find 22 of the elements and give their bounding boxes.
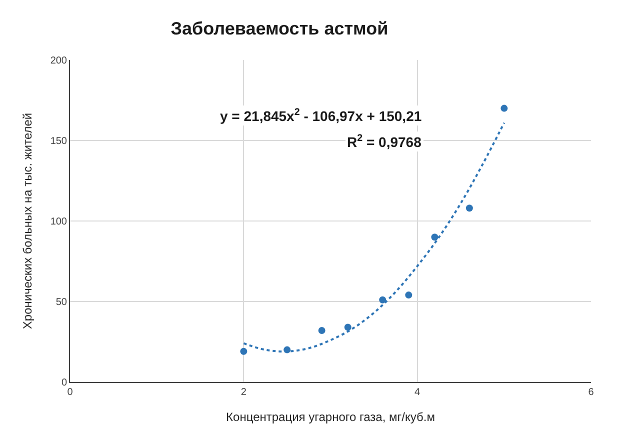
y-tick-label: 200: [50, 56, 68, 66]
annotation: R$^{2}$ = 0,9768: [347, 133, 422, 150]
point: [240, 348, 248, 355]
point: [431, 234, 438, 241]
point: [344, 324, 352, 331]
y-axis-title: Хронических больных на тыс. жителей: [20, 112, 35, 330]
point: [379, 296, 386, 304]
point: [500, 104, 508, 112]
point: [405, 292, 412, 299]
x-tick-label: 2: [240, 387, 247, 398]
x-tick-label: 4: [414, 387, 421, 398]
y-tick-label: 100: [50, 216, 68, 228]
y-tick-label: 50: [56, 297, 68, 308]
point: [466, 204, 473, 212]
x-axis-title: Концентрация угарного газа, мг/куб.м: [226, 410, 435, 424]
chart-title: Заболеваемость астмой: [170, 18, 388, 39]
annotation: y = 21,845x$^{2}$ - 106,97x + 150,21: [220, 107, 422, 124]
y-tick-label: 0: [61, 378, 68, 388]
line-series: [242, 122, 506, 352]
point: [318, 326, 326, 334]
y-tick-label: 150: [50, 136, 68, 147]
x-tick-label: 6: [588, 387, 594, 398]
